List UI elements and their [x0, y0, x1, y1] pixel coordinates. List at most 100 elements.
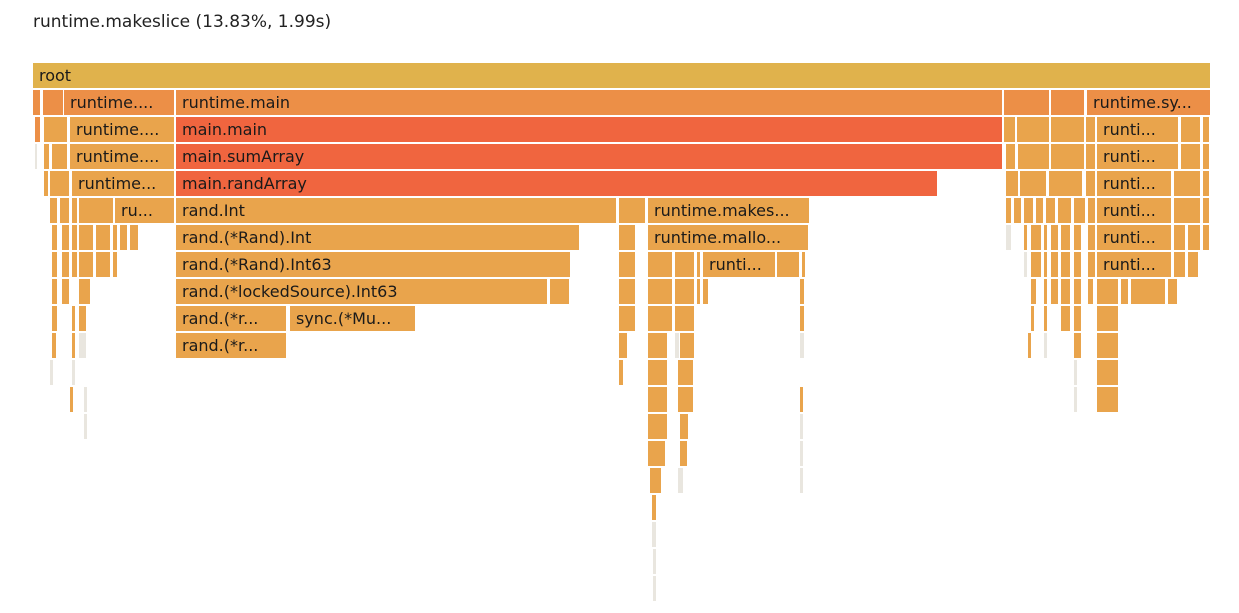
flame-frame[interactable]: runti...	[1097, 171, 1172, 197]
flame-frame-narrow[interactable]	[79, 306, 87, 332]
flame-frame-narrow[interactable]	[1074, 252, 1082, 278]
flame-frame-narrow[interactable]	[550, 279, 570, 305]
flame-frame-narrow[interactable]	[72, 225, 78, 251]
flame-frame-narrow[interactable]	[1046, 198, 1056, 224]
flame-frame-narrow[interactable]	[62, 225, 70, 251]
flame-frame-narrow[interactable]	[96, 225, 111, 251]
flame-frame-narrow[interactable]	[678, 387, 694, 413]
flame-frame-narrow[interactable]	[1203, 171, 1210, 197]
flame-frame-narrow[interactable]	[62, 279, 70, 305]
flame-frame-narrow[interactable]	[1086, 144, 1096, 170]
flame-frame[interactable]: runtime....	[70, 117, 175, 143]
flame-frame-narrow[interactable]	[113, 252, 118, 278]
flame-frame-narrow[interactable]	[1020, 171, 1047, 197]
flame-frame[interactable]: main.randArray	[176, 171, 938, 197]
flame-frame-narrow[interactable]	[1031, 279, 1037, 305]
flame-frame[interactable]: runtime.sy...	[1087, 90, 1211, 116]
flame-frame-narrow[interactable]	[43, 90, 64, 116]
flame-frame-narrow[interactable]	[680, 333, 695, 359]
flame-frame-narrow[interactable]	[1031, 306, 1035, 332]
flame-frame-narrow[interactable]	[79, 279, 91, 305]
flame-frame-narrow[interactable]	[1097, 360, 1119, 386]
flame-frame-narrow[interactable]	[697, 279, 701, 305]
flame-frame[interactable]: ru...	[115, 198, 175, 224]
flame-frame-narrow[interactable]	[1174, 252, 1186, 278]
flame-frame-narrow[interactable]	[44, 144, 50, 170]
flame-frame-narrow[interactable]	[1174, 225, 1186, 251]
flame-frame-narrow[interactable]	[1074, 360, 1078, 386]
flame-frame-narrow[interactable]	[1203, 198, 1210, 224]
flame-frame-narrow[interactable]	[84, 387, 88, 413]
flame-frame-narrow[interactable]	[1168, 279, 1178, 305]
flame-frame-narrow[interactable]	[1097, 387, 1119, 413]
flame-frame-narrow[interactable]	[1018, 144, 1050, 170]
flame-frame-narrow[interactable]	[1024, 198, 1034, 224]
flame-frame-narrow[interactable]	[1097, 279, 1119, 305]
flame-frame-narrow[interactable]	[52, 333, 57, 359]
flame-frame-narrow[interactable]	[1097, 306, 1119, 332]
flame-frame-narrow[interactable]	[1014, 198, 1022, 224]
flame-frame-narrow[interactable]	[675, 333, 680, 359]
flame-frame[interactable]: rand.(*Rand).Int	[176, 225, 580, 251]
flame-frame-narrow[interactable]	[1024, 252, 1028, 278]
flame-frame-narrow[interactable]	[800, 414, 804, 440]
flame-frame-narrow[interactable]	[72, 198, 78, 224]
flame-frame-narrow[interactable]	[619, 225, 636, 251]
flame-frame-narrow[interactable]	[678, 468, 684, 494]
flame-frame-narrow[interactable]	[1031, 225, 1042, 251]
flame-frame-narrow[interactable]	[650, 468, 662, 494]
flame-frame-narrow[interactable]	[619, 252, 636, 278]
flame-frame-narrow[interactable]	[70, 387, 74, 413]
flame-frame[interactable]: runti...	[1097, 252, 1172, 278]
flame-frame-narrow[interactable]	[72, 306, 76, 332]
flame-frame-narrow[interactable]	[800, 306, 805, 332]
flame-frame-narrow[interactable]	[1088, 279, 1094, 305]
flame-frame-narrow[interactable]	[44, 171, 49, 197]
flame-frame-narrow[interactable]	[648, 279, 673, 305]
flame-frame-narrow[interactable]	[675, 252, 695, 278]
flame-frame[interactable]: runtime....	[70, 144, 175, 170]
flame-frame-narrow[interactable]	[62, 252, 70, 278]
flame-frame-narrow[interactable]	[1044, 279, 1048, 305]
flame-frame[interactable]: rand.Int	[176, 198, 617, 224]
flame-frame-narrow[interactable]	[50, 171, 70, 197]
flame-frame[interactable]: runtime.makes...	[648, 198, 810, 224]
flame-frame-narrow[interactable]	[777, 252, 800, 278]
flame-frame-narrow[interactable]	[1051, 225, 1059, 251]
flame-frame-narrow[interactable]	[1044, 306, 1048, 332]
flame-frame-narrow[interactable]	[1174, 198, 1201, 224]
flame-frame-narrow[interactable]	[648, 252, 673, 278]
flame-frame-narrow[interactable]	[1203, 144, 1210, 170]
flame-frame-narrow[interactable]	[79, 198, 114, 224]
flame-frame-narrow[interactable]	[652, 495, 657, 521]
flame-frame-narrow[interactable]	[1121, 279, 1129, 305]
flame-frame-narrow[interactable]	[1086, 117, 1096, 143]
flame-frame-narrow[interactable]	[1051, 117, 1085, 143]
flame-frame[interactable]: runti...	[703, 252, 776, 278]
flame-frame[interactable]: runtime.mallo...	[648, 225, 809, 251]
flame-frame-narrow[interactable]	[1006, 225, 1012, 251]
flame-frame-narrow[interactable]	[1061, 306, 1071, 332]
flame-frame-narrow[interactable]	[84, 414, 88, 440]
flame-frame-narrow[interactable]	[1074, 306, 1082, 332]
flame-frame-narrow[interactable]	[1051, 279, 1059, 305]
flame-frame-narrow[interactable]	[52, 225, 58, 251]
flame-frame-narrow[interactable]	[648, 387, 668, 413]
flame-frame-narrow[interactable]	[1203, 117, 1210, 143]
flame-frame-narrow[interactable]	[1097, 333, 1119, 359]
flame-frame-narrow[interactable]	[703, 279, 709, 305]
flame-frame[interactable]: sync.(*Mu...	[290, 306, 416, 332]
flame-frame-narrow[interactable]	[1006, 198, 1012, 224]
flame-frame-narrow[interactable]	[653, 549, 657, 575]
flame-frame-narrow[interactable]	[648, 441, 666, 467]
flame-frame-narrow[interactable]	[50, 360, 54, 386]
flame-frame-narrow[interactable]	[130, 225, 139, 251]
flame-frame-narrow[interactable]	[800, 279, 805, 305]
flame-frame-narrow[interactable]	[619, 279, 636, 305]
flame-frame-narrow[interactable]	[120, 225, 128, 251]
flame-frame-narrow[interactable]	[1044, 252, 1048, 278]
flame-frame-narrow[interactable]	[1203, 225, 1210, 251]
flame-frame[interactable]: runti...	[1097, 225, 1172, 251]
flame-frame-narrow[interactable]	[1181, 117, 1201, 143]
flame-frame-narrow[interactable]	[1074, 225, 1082, 251]
